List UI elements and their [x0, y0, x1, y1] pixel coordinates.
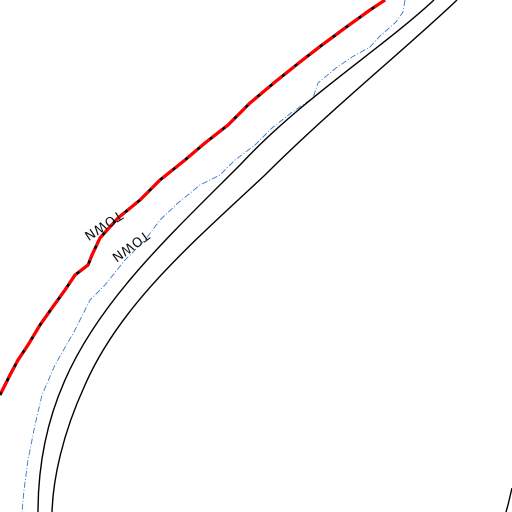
road-outline-outer — [37, 0, 435, 512]
road-outline-inner — [51, 0, 458, 512]
waterway-line — [21, 0, 406, 512]
road-lower-right-edge — [505, 487, 512, 512]
town-boundary-line — [0, 0, 386, 396]
